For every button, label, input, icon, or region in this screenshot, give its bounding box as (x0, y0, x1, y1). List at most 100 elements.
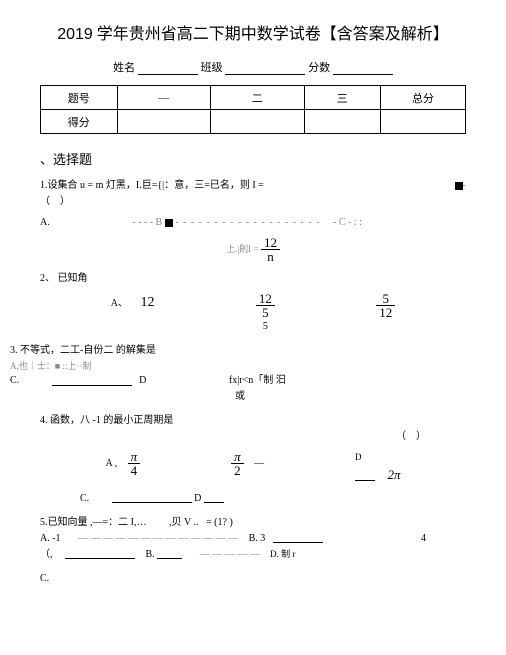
th-1: — (117, 86, 211, 110)
q5-num4: 4 (421, 531, 426, 547)
page-title: 2019 学年贵州省高二下期中数学试卷【含答案及解析】 (40, 20, 466, 44)
th-total: 总分 (381, 86, 466, 110)
frac-num: 12 (256, 292, 275, 306)
q5-mid: ,贝 V .. (169, 517, 199, 528)
q3-row: C. D fx|r<n「制 汩 (10, 373, 466, 389)
q4-options: A , π 4 π 2 — D 2π (60, 450, 446, 485)
q2-fracB: 12 5 (256, 292, 275, 319)
q4-bottomD: D (194, 493, 201, 504)
q4-blank (112, 493, 192, 503)
q5-row2: A. -1 — — — — — — — — — — — — — B. 3 4 (40, 531, 466, 547)
q3-text: 3. 不等式，二工-自份二 的解集是 (10, 343, 466, 359)
q2-options: A、 12 12 5 5 5 12 (60, 292, 446, 335)
q5-blank2 (65, 549, 135, 559)
q3-right1: fx|r<n「制 汩 (229, 375, 286, 386)
q1-dots: - - - - - - - - - - - - - - - - - - - (175, 217, 320, 228)
section-1-title: 、选择题 (40, 149, 466, 168)
q2-optA-val: 12 (140, 295, 154, 310)
blackbox-icon (165, 219, 173, 227)
frac-num: 12 (261, 236, 280, 250)
q3-optD: D (139, 375, 146, 386)
frac-den: 4 (128, 464, 141, 477)
q1-sub: 上.|則I = (226, 244, 258, 254)
q4-bottomC: C. (80, 493, 89, 504)
title-text: 学年贵州省高二下期中数学试卷【含答案及解析】 (97, 26, 449, 43)
q5-dashA2: — — — — — (200, 549, 260, 560)
q1-sub-row: 上.|則I = 12 n (40, 236, 466, 263)
score-blank (333, 63, 393, 75)
q2-optA-label: A、 (111, 298, 128, 309)
q3-blank (52, 376, 132, 386)
q2-text: 已知角 (58, 273, 88, 284)
q1-midB: - - - - B (132, 217, 162, 228)
table-row: 得分 (41, 110, 466, 134)
q2-optC: 5 12 (376, 292, 395, 335)
q4-bottom: C. D (80, 491, 466, 507)
q5-lineB: B. 3 (249, 533, 266, 544)
q5-row1: 5.已知向量 ,—=：二 I,… ,贝 V .. = (1? ) (40, 515, 466, 531)
question-3: 3. 不等式，二工-自份二 的解集是 A,也｜士：■ ::上··制 C. D f… (10, 343, 466, 405)
q4-optA: A , π 4 (105, 450, 140, 485)
td-blank (381, 110, 466, 134)
question-2: 2、 已知角 A、 12 12 5 5 5 12 (40, 271, 466, 335)
frac-num: π (231, 450, 244, 464)
q4-paren: （ ） (40, 429, 426, 445)
q4-2pi: 2π (388, 467, 401, 482)
question-4: 4. 函数，八 -1 的最小正周期是 （ ） A , π 4 π 2 — D 2… (40, 413, 466, 506)
q4-optD-label: D (355, 450, 401, 464)
td-blank (304, 110, 381, 134)
q5-lineC: C. (40, 571, 466, 587)
class-blank (225, 63, 305, 75)
q5-blank (273, 533, 323, 543)
q2-optB-sub: 5 (256, 319, 275, 335)
title-year: 2019 (57, 26, 93, 43)
q3-optA: A,也｜士：■ ::上··制 (10, 359, 466, 373)
q2-num: 2、 (40, 273, 55, 284)
table-row: 题号 — 二 三 总分 (41, 86, 466, 110)
frac-den: n (261, 250, 280, 263)
q2-optB: 12 5 5 (256, 292, 275, 335)
q4-text: 4. 函数，八 -1 的最小正周期是 (40, 413, 466, 429)
th-2: 二 (211, 86, 305, 110)
th-3: 三 (304, 86, 381, 110)
q1-optA: A. (40, 217, 50, 228)
frac-den: 12 (376, 306, 395, 319)
q2-optA: A、 12 (111, 292, 155, 335)
frac-num: 5 (376, 292, 395, 306)
frac-num: π (128, 450, 141, 464)
score-table: 题号 — 二 三 总分 得分 (40, 85, 466, 134)
td-score-label: 得分 (41, 110, 118, 134)
class-label: 班级 (201, 62, 223, 74)
q1-frac: 12 n (261, 236, 280, 263)
q4-fracB: π 2 (231, 450, 244, 477)
q5-text: 5.已知向量 ,—=：二 I,… (40, 517, 146, 528)
q5-lineA: A. -1 (40, 533, 61, 544)
q1-text: 1.设集合 u = m 灯黑，I.巨={|：意，三=已名，则 I = (40, 180, 264, 191)
question-1: 1.设集合 u = m 灯黑，I.巨={|：意，三=已名，则 I = - （ ）… (40, 178, 466, 263)
q4-d-blank (355, 471, 375, 481)
name-blank (138, 63, 198, 75)
q5-lineD: D. 制 r (270, 549, 295, 559)
q4-optD: D 2π (355, 450, 401, 485)
q4-optA-label: A , (105, 458, 117, 469)
q3-right2: 或 (235, 389, 466, 405)
header-row: 姓名 班级 分数 (40, 59, 466, 75)
q4-optB: π 2 — (231, 450, 264, 485)
q5-blank3 (157, 549, 182, 559)
blackbox-icon (455, 182, 463, 190)
q5-lineA2: （, (40, 549, 53, 560)
name-label: 姓名 (113, 62, 135, 74)
td-blank (211, 110, 305, 134)
th-num: 题号 (41, 86, 118, 110)
q5-paren: = (1? ) (206, 517, 233, 528)
q4-fracA: π 4 (128, 450, 141, 477)
frac-den: 2 (231, 464, 244, 477)
q2-fracC: 5 12 (376, 292, 395, 319)
q5-row3: （, B. — — — — — D. 制 r (40, 547, 466, 563)
q4-dash: — (254, 458, 264, 469)
q5-lineB2: B. (146, 549, 155, 560)
score-label: 分数 (308, 62, 330, 74)
q1-optC: - C - : : (333, 217, 362, 228)
td-blank (117, 110, 211, 134)
q5-dashA: — — — — — — — — — — — — — (78, 533, 238, 544)
